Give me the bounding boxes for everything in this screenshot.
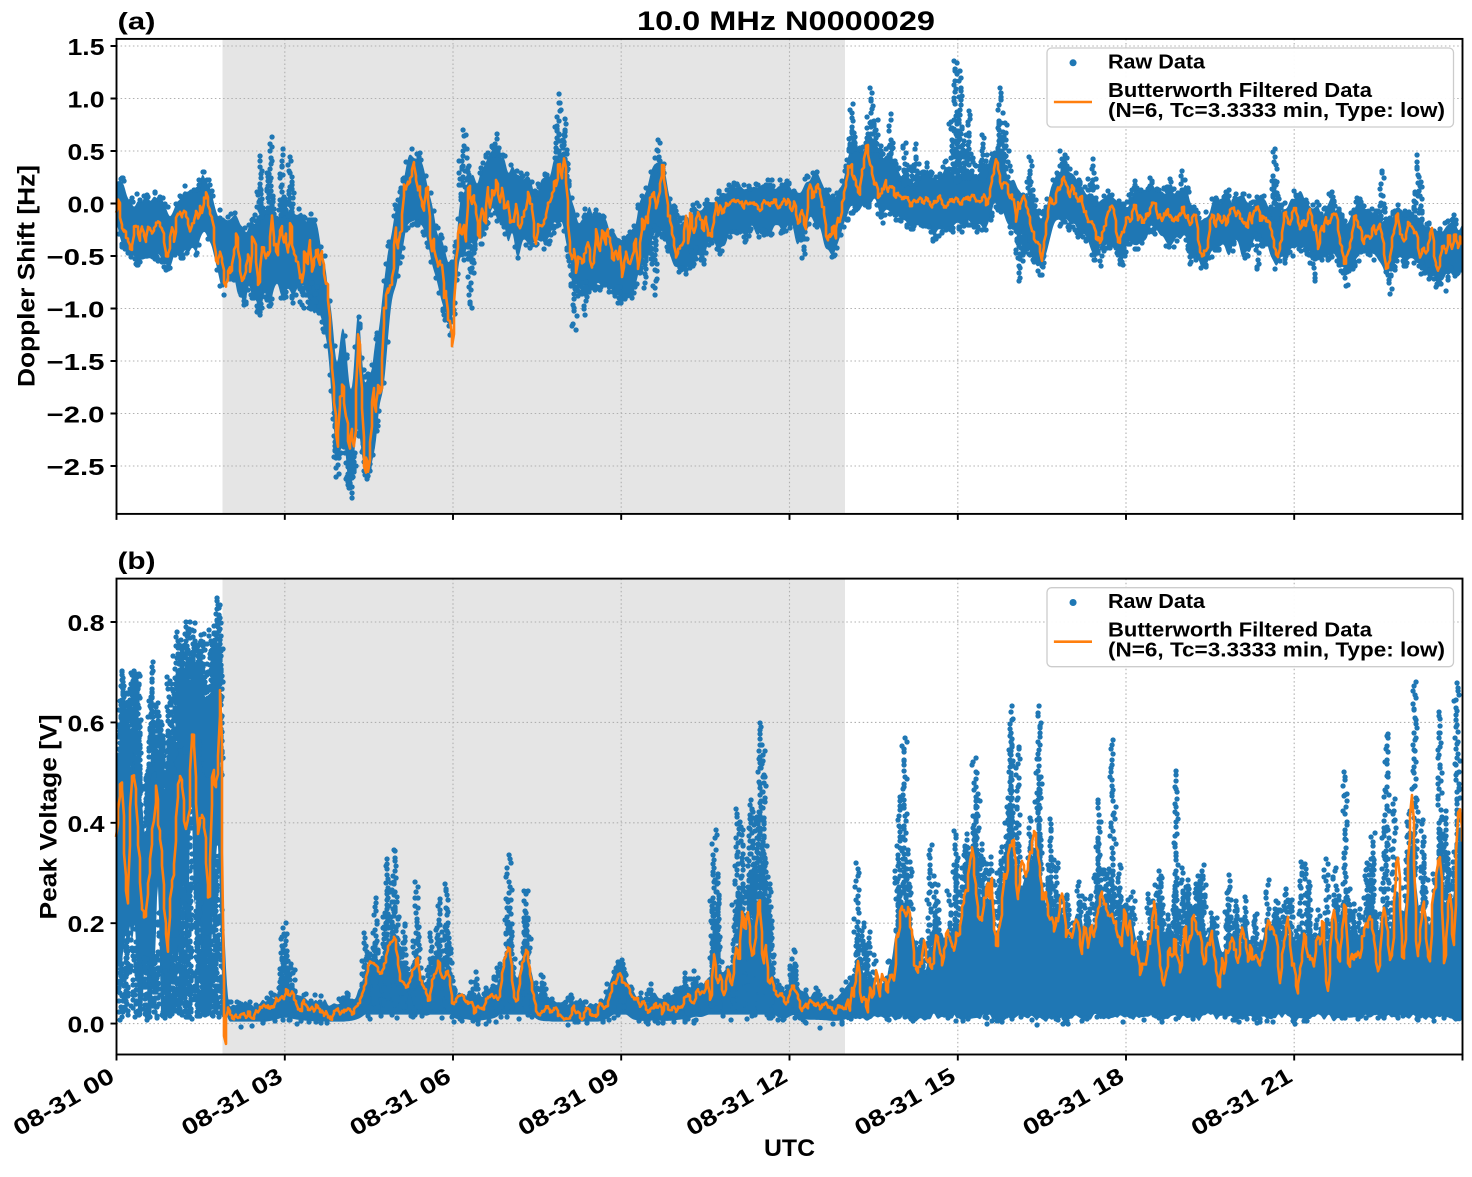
svg-text:0.0: 0.0 (68, 192, 105, 218)
svg-text:(a): (a) (118, 9, 156, 36)
svg-text:10.0 MHz N0000029: 10.0 MHz N0000029 (637, 6, 935, 36)
svg-text:−2.5: −2.5 (47, 454, 105, 480)
svg-text:Peak Voltage [V]: Peak Voltage [V] (36, 715, 63, 920)
svg-text:1.5: 1.5 (68, 34, 105, 60)
svg-text:Raw Data: Raw Data (1108, 591, 1206, 613)
svg-text:Butterworth Filtered Data: Butterworth Filtered Data (1108, 620, 1373, 642)
svg-text:(N=6, Tc=3.3333 min, Type: low: (N=6, Tc=3.3333 min, Type: low) (1108, 100, 1445, 122)
svg-text:0.2: 0.2 (68, 911, 105, 937)
svg-text:0.0: 0.0 (68, 1012, 105, 1038)
svg-text:Doppler Shift [Hz]: Doppler Shift [Hz] (14, 165, 41, 387)
svg-text:UTC: UTC (764, 1135, 815, 1162)
svg-text:1.0: 1.0 (68, 87, 105, 113)
svg-text:−2.0: −2.0 (47, 402, 105, 428)
svg-text:0.8: 0.8 (68, 610, 105, 636)
svg-text:Butterworth Filtered Data: Butterworth Filtered Data (1108, 80, 1373, 102)
svg-text:0.4: 0.4 (68, 811, 105, 837)
svg-text:−1.0: −1.0 (47, 297, 105, 323)
svg-text:−0.5: −0.5 (47, 244, 105, 270)
svg-text:(b): (b) (118, 548, 156, 575)
svg-text:0.5: 0.5 (68, 139, 105, 165)
svg-text:−1.5: −1.5 (47, 349, 105, 375)
svg-text:(N=6, Tc=3.3333 min, Type: low: (N=6, Tc=3.3333 min, Type: low) (1108, 640, 1445, 662)
svg-text:Raw Data: Raw Data (1108, 52, 1206, 74)
svg-text:0.6: 0.6 (68, 710, 105, 736)
